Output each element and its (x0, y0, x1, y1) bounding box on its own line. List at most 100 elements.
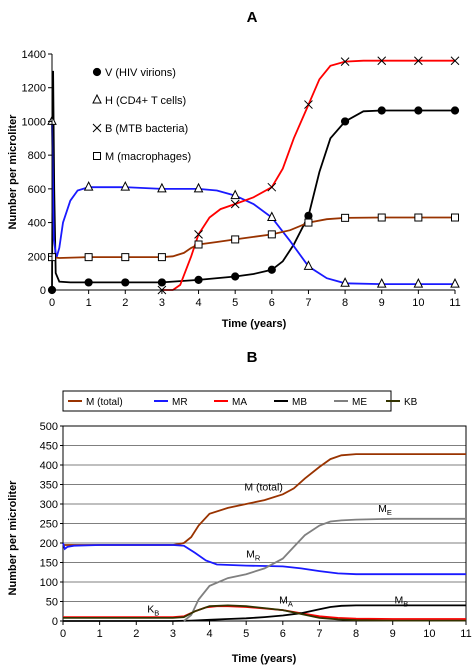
panel-b-x-tick-label: 6 (280, 628, 286, 640)
panel-b-x-tick-label: 10 (423, 628, 435, 640)
panel-a-series-point-2 (414, 56, 423, 66)
panel-a-series-point-0 (231, 272, 240, 281)
panel-b-y-tick-label: 50 (46, 597, 58, 609)
panel-b-y-tick-label: 500 (40, 421, 58, 433)
panel-b-x-tick-label: 0 (60, 628, 66, 640)
panel-b-annotation-text: M (378, 503, 387, 515)
panel-b-y-tick-label: 450 (40, 441, 58, 453)
panel-b-x-tick-label: 3 (170, 628, 176, 640)
panel-a-legend: V (HIV virions) H (CD4+ T cells) B (MTB ba… (92, 67, 191, 163)
panel-a-series-point-3 (414, 213, 423, 222)
panel-b-annotation-text: K (147, 603, 154, 615)
panel-b-annotation-subscript: E (387, 508, 392, 517)
panel-b-y-tick-label: 150 (40, 558, 58, 570)
panel-a-series-line-0 (51, 70, 455, 291)
panel-a-y-tick-label: 200 (28, 251, 46, 263)
panel-a-series-point-1 (267, 211, 277, 222)
panel-a-series-point-0 (304, 211, 313, 220)
panel-a-series-line-2 (161, 59, 455, 291)
panel-a-x-tick-label: 9 (379, 297, 385, 309)
panel-a-series-point-3 (267, 230, 276, 239)
panel-a-legend-marker (92, 67, 102, 77)
panel-b-y-tick-label: 100 (40, 577, 58, 589)
panel-a-series-point-1 (83, 181, 94, 191)
panel-b-annotation-subscript: A (288, 599, 293, 608)
panel-a-series-point-0 (157, 278, 167, 287)
panel-a-y-tick-label: 800 (28, 150, 46, 162)
panel-a-legend-label: H (CD4+ T cells) (105, 95, 186, 107)
panel-a-series-point-1 (120, 181, 131, 191)
panel-b-series-line-3 (63, 604, 466, 622)
panel-a-x-tick-label: 7 (305, 297, 311, 309)
panel-a-series-line-3 (51, 216, 455, 259)
panel-b-y-tick-label: 0 (52, 616, 58, 628)
panel-b-legend: M (total) MR MA MB ME KB (62, 390, 418, 412)
panel-b-x-tick-label: 11 (460, 628, 471, 640)
panel-a-legend-marker (93, 152, 101, 160)
panel-a-y-axis-title: Number per microliter (7, 114, 19, 230)
panel-b-x-tick-label: 4 (206, 628, 212, 640)
panel-a-x-axis-title: Time (years) (222, 318, 287, 330)
panel-a-series-point-3 (304, 218, 313, 227)
panel-b-x-axis-title: Time (years) (232, 653, 297, 665)
panel-a-y-tick-label: 400 (28, 218, 46, 230)
panel-a-series-point-2-stroke (267, 182, 277, 192)
panel-a-x-tick-label: 6 (269, 297, 275, 309)
panel-a-series-point-2-stroke (230, 199, 240, 209)
panel-a-legend-label: M (macrophages) (105, 151, 191, 163)
panel-b-series (62, 453, 466, 622)
panel-a-series-point-1 (303, 260, 314, 270)
panel-a-series-point-1 (413, 277, 424, 288)
panel-a-series-point-2-stroke (340, 57, 350, 66)
panel-b-y-tick-label: 400 (40, 460, 58, 472)
panel-a-series-point-1 (157, 182, 167, 193)
panel-a-series-point-3 (451, 213, 459, 222)
panel-a-y-tick-label: 1200 (22, 83, 46, 95)
panel-a-series (47, 56, 460, 295)
panel-b-x-tick-label: 9 (390, 628, 396, 640)
panel-b-label: B (247, 349, 258, 366)
panel-b-annotation: MR (246, 548, 261, 562)
panel-b-x-tick-label: 2 (133, 628, 139, 640)
panel-a-series-point-1 (376, 277, 387, 288)
panel-a-x-tick-label: 8 (342, 297, 348, 309)
panel-b-y-tick-label: 350 (40, 480, 58, 492)
panel-b-series-line-4 (183, 517, 466, 622)
panel-a-series-point-0 (194, 275, 203, 284)
panel-a-legend-label: V (HIV virions) (105, 67, 176, 79)
panel-b-annotation: ME (378, 503, 392, 517)
panel-a-y-tick-label: 600 (28, 184, 46, 196)
panel-b-y-axis-title: Number per microliter (7, 480, 19, 596)
panel-b-y-tick-label: 300 (40, 499, 58, 511)
panel-b-legend-label: M (total) (86, 397, 123, 408)
panel-a-series-point-3 (231, 235, 240, 244)
panel-a-series-point-3 (121, 253, 130, 262)
panel-a-series-point-2-stroke (450, 56, 460, 66)
panel-a-x-tick-label: 10 (412, 297, 424, 309)
panel-a-legend-label: B (MTB bacteria) (105, 123, 188, 135)
panel-b-annotation-text: M (279, 594, 288, 606)
panel-a-x-tick-label: 2 (122, 297, 128, 309)
panel-b-legend-label: ME (352, 397, 367, 408)
panel-a-x-tick-label: 4 (195, 297, 201, 309)
panel-a-x-tick-label: 0 (49, 297, 55, 309)
panel-a-series-point-0 (414, 106, 423, 115)
panel-b-y-tick-label: 200 (40, 538, 58, 550)
panel-a-series-point-0 (267, 265, 276, 274)
panel-a-series-point-0 (450, 106, 460, 115)
panel-a-y-tick-label: 1400 (22, 49, 46, 61)
panel-a-legend-marker (92, 123, 102, 133)
panel-a-series-point-2-stroke (304, 100, 313, 109)
panel-b-x-tick-label: 5 (243, 628, 249, 640)
panel-a-y-tick-label: 1000 (22, 116, 46, 128)
panel-b-annotation: MB (395, 594, 409, 608)
panel-b-annotation: MA (279, 594, 293, 608)
panel-a-series-point-0 (377, 106, 386, 115)
panel-a-legend-marker-stroke (92, 123, 102, 133)
panel-a-label: A (247, 9, 258, 26)
panel-a-series-point-2 (340, 57, 350, 66)
panel-b-legend-label: KB (404, 397, 418, 408)
panel-a-legend-marker (92, 93, 102, 104)
